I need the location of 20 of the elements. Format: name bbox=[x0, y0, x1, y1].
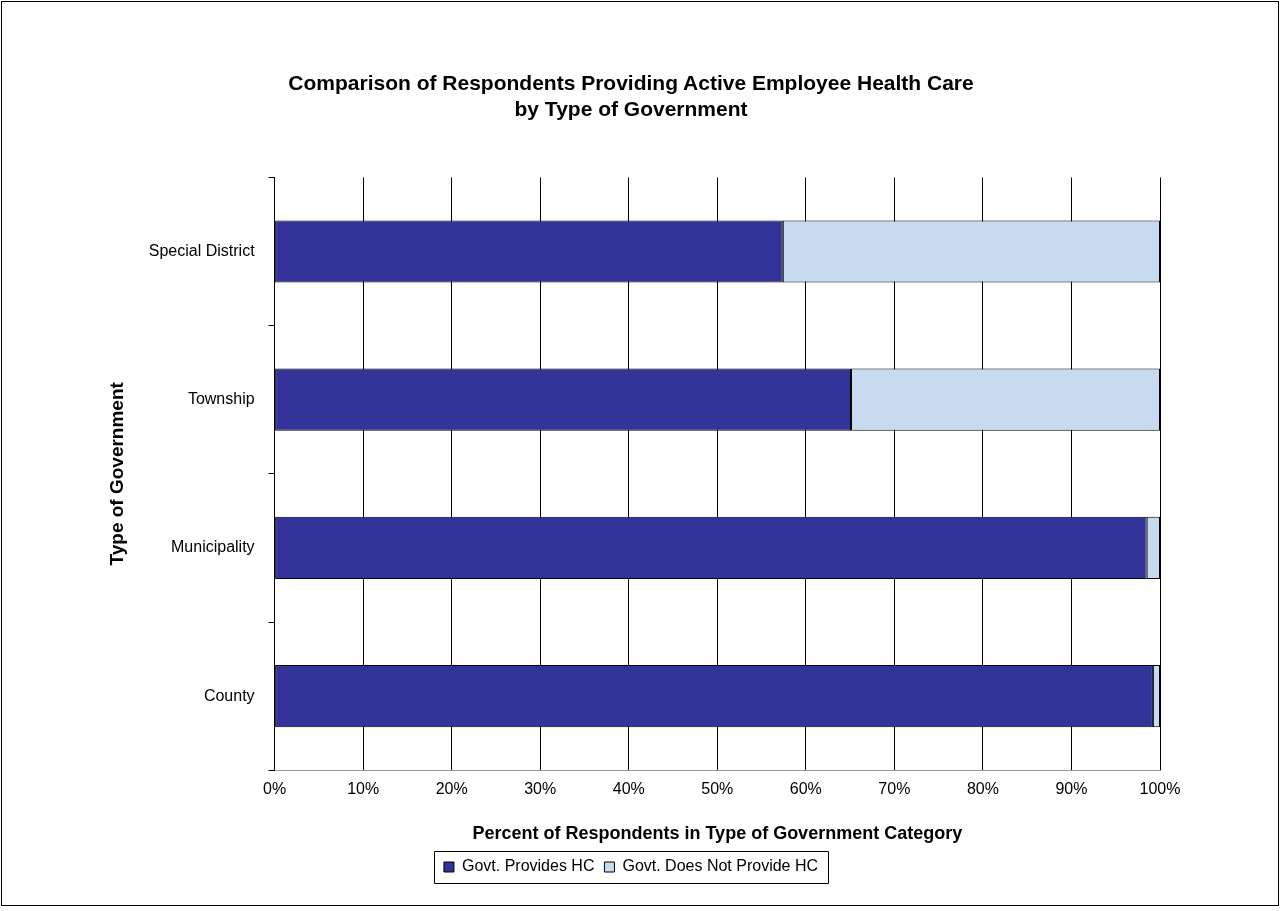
x-tick-label: 60% bbox=[789, 780, 822, 798]
chart-title: Comparison of Respondents Providing Active Employee Health Care by Type of Government bbox=[288, 71, 974, 120]
x-tick-label: 90% bbox=[1055, 780, 1088, 798]
x-axis-title: Percent of Respondents in Type of Government Category bbox=[472, 823, 963, 844]
x-tick-label: 30% bbox=[524, 780, 557, 798]
x-tick-label: 10% bbox=[347, 780, 380, 798]
x-tick-label: 80% bbox=[966, 780, 999, 798]
legend-label: Govt. Does Not Provide HC bbox=[622, 857, 819, 875]
y-axis-title: Type of Government bbox=[105, 381, 127, 566]
y-tick-label: Municipality bbox=[171, 538, 255, 556]
x-tick-label: 100% bbox=[1139, 780, 1181, 798]
y-tick-label: County bbox=[203, 686, 255, 704]
y-tick-label: Township bbox=[187, 390, 255, 408]
y-tick-label: Special District bbox=[148, 241, 256, 259]
x-tick-label: 0% bbox=[263, 780, 287, 798]
legend-label: Govt. Provides HC bbox=[461, 857, 595, 875]
x-tick-label: 20% bbox=[435, 780, 468, 798]
x-tick-label: 70% bbox=[878, 780, 911, 798]
x-tick-label: 40% bbox=[612, 780, 645, 798]
x-tick-label: 50% bbox=[701, 780, 734, 798]
